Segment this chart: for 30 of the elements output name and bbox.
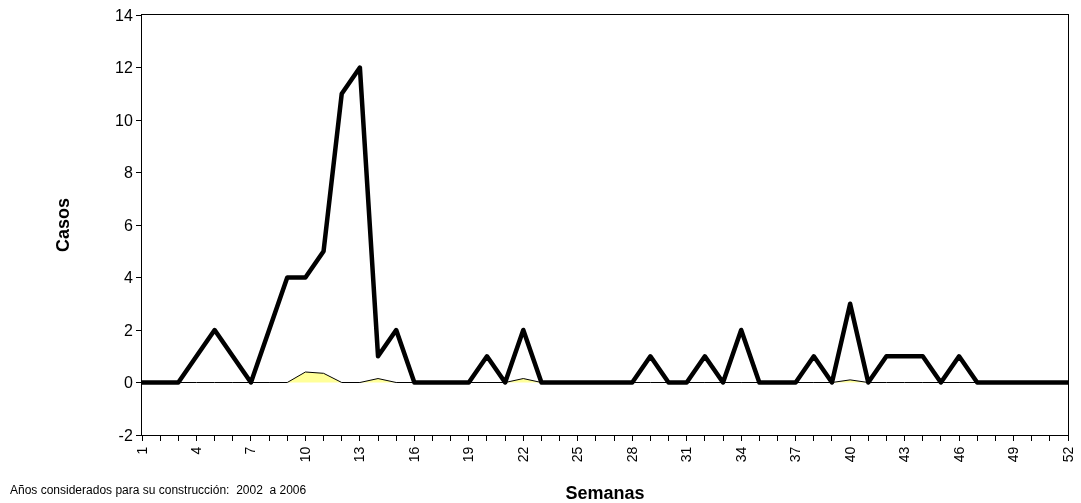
x-tick-label: 1 bbox=[133, 446, 150, 455]
y-tick-label: 14 bbox=[115, 6, 133, 24]
x-tick-label: 43 bbox=[896, 446, 913, 463]
x-tick-label: 34 bbox=[732, 446, 749, 463]
x-tick-label: 19 bbox=[460, 446, 477, 463]
x-tick-label: 25 bbox=[569, 446, 586, 463]
text: Años considerados para su construcción: 2002 a 2006 bbox=[10, 483, 307, 497]
y-tick-label: 10 bbox=[115, 111, 133, 129]
y-tick-label: 6 bbox=[123, 216, 133, 234]
x-tick-label: 4 bbox=[188, 446, 205, 455]
y-tick-label: 4 bbox=[123, 269, 133, 287]
x-tick-label: 16 bbox=[405, 446, 422, 463]
x-tick-label: 46 bbox=[950, 446, 967, 463]
y-tick-label: 2 bbox=[123, 321, 133, 339]
y-tick-label: 8 bbox=[123, 164, 133, 182]
x-tick-label: 13 bbox=[351, 446, 368, 463]
x-tick-label: 31 bbox=[678, 446, 695, 463]
x-tick-label: 40 bbox=[841, 446, 858, 463]
y-tick-label: 0 bbox=[123, 374, 133, 392]
x-tick-label: 7 bbox=[242, 446, 259, 455]
x-tick-label: 28 bbox=[623, 446, 640, 463]
x-tick-label: 22 bbox=[514, 446, 531, 463]
y-tick-label: -2 bbox=[118, 426, 133, 444]
y-tick-label: 12 bbox=[115, 59, 133, 77]
x-axis-title: Semanas bbox=[565, 483, 645, 503]
x-tick-label: 52 bbox=[1059, 446, 1076, 463]
x-tick-label: 10 bbox=[296, 446, 313, 463]
y-axis-title: Casos bbox=[53, 197, 74, 253]
x-tick-label: 49 bbox=[1005, 446, 1022, 463]
x-tick-label: 37 bbox=[787, 446, 804, 463]
